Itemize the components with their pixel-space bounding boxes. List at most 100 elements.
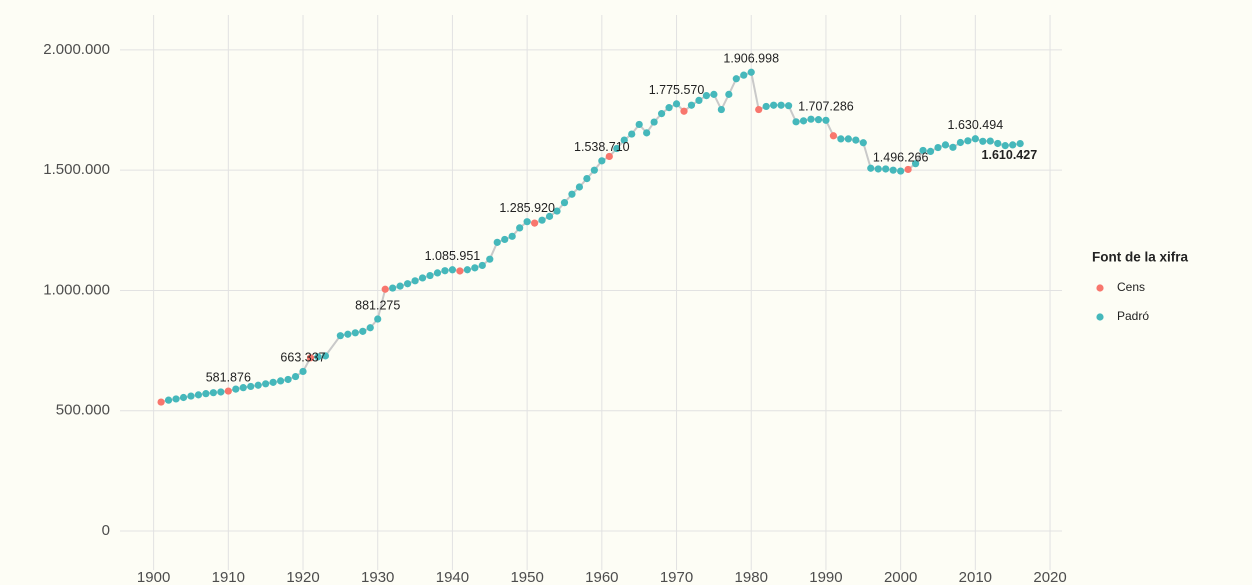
legend-marker: [1096, 313, 1104, 321]
value-label: 1.775.570: [649, 83, 705, 97]
data-point: [717, 105, 725, 114]
data-point: [232, 385, 240, 393]
data-point: [306, 354, 315, 362]
y-tick-label: 1.000.000: [43, 281, 110, 298]
data-point: [590, 166, 598, 174]
data-point: [628, 130, 636, 138]
data-point: [538, 216, 546, 224]
data-point: [553, 207, 561, 215]
data-point: [844, 135, 852, 143]
data-point: [247, 382, 255, 391]
data-point: [911, 160, 920, 168]
data-point: [583, 174, 591, 183]
data-point: [941, 141, 950, 149]
y-tick-label: 1.500.000: [43, 161, 110, 178]
data-point: [545, 212, 554, 220]
value-label: 663.337: [280, 351, 325, 365]
data-point: [867, 164, 875, 172]
data-point: [814, 116, 823, 124]
data-point: [1001, 142, 1009, 150]
value-label: 1.707.286: [798, 100, 854, 114]
data-point: [456, 267, 464, 275]
data-point: [635, 120, 643, 129]
data-point: [516, 224, 524, 232]
data-point: [299, 367, 307, 376]
data-point: [426, 271, 434, 280]
data-point: [762, 102, 770, 111]
x-tick-label: 1930: [361, 569, 394, 585]
data-point: [448, 266, 457, 274]
data-point: [687, 101, 696, 109]
data-point: [486, 255, 494, 263]
legend-label: Cens: [1117, 280, 1145, 294]
value-label: 1.610.427: [982, 148, 1038, 162]
x-tick-label: 1940: [436, 569, 469, 585]
data-point: [994, 139, 1002, 148]
data-point: [732, 75, 740, 83]
data-point: [613, 144, 621, 153]
data-point: [777, 101, 785, 109]
data-point: [710, 90, 718, 98]
value-label: 1.085.951: [425, 249, 481, 263]
data-point: [859, 139, 867, 147]
data-point: [463, 266, 471, 274]
data-point: [904, 165, 912, 174]
data-point: [359, 327, 367, 335]
data-point: [187, 392, 195, 400]
value-label: 1.496.266: [873, 150, 929, 164]
data-point: [396, 282, 404, 290]
data-point: [934, 143, 942, 152]
data-point: [411, 277, 419, 285]
data-point: [620, 136, 628, 144]
data-point: [1016, 140, 1024, 148]
data-point: [799, 117, 808, 125]
data-point: [374, 315, 382, 323]
data-point: [822, 116, 830, 124]
legend-label: Padró: [1117, 309, 1149, 323]
x-tick-label: 2000: [884, 569, 917, 585]
data-point: [979, 137, 987, 145]
x-tick-label: 2010: [959, 569, 992, 585]
legend-marker: [1096, 284, 1104, 292]
data-point: [508, 232, 516, 240]
data-point: [471, 264, 479, 272]
data-point: [291, 372, 300, 381]
x-tick-label: 1960: [585, 569, 618, 585]
data-point: [919, 146, 927, 155]
data-point: [784, 102, 793, 110]
data-point: [770, 101, 778, 109]
data-point: [530, 219, 539, 227]
y-tick-label: 500.000: [56, 402, 110, 419]
value-label: 1.630.494: [948, 118, 1004, 132]
data-point: [172, 395, 180, 403]
data-point: [478, 261, 486, 270]
data-point: [837, 135, 845, 143]
value-label: 881.275: [355, 298, 400, 312]
data-point: [986, 137, 994, 145]
data-point: [829, 132, 838, 140]
data-point: [217, 388, 225, 396]
y-tick-label: 0: [102, 522, 110, 539]
data-point: [254, 381, 262, 389]
data-point: [665, 104, 673, 112]
x-tick-label: 1990: [809, 569, 842, 585]
data-point: [441, 267, 449, 275]
data-point: [284, 375, 292, 384]
data-point: [725, 90, 733, 98]
x-tick-label: 1970: [660, 569, 693, 585]
data-point: [239, 384, 247, 392]
value-label: 1.285.920: [499, 201, 555, 215]
data-point: [224, 387, 232, 395]
data-point: [344, 330, 352, 338]
value-label: 1.906.998: [723, 52, 779, 66]
data-point: [949, 143, 957, 151]
data-point: [404, 280, 412, 288]
data-point: [560, 199, 569, 207]
data-point: [755, 105, 763, 114]
value-label: 581.876: [206, 370, 251, 384]
data-point: [366, 324, 374, 332]
data-point: [926, 147, 935, 156]
data-point: [964, 137, 972, 145]
